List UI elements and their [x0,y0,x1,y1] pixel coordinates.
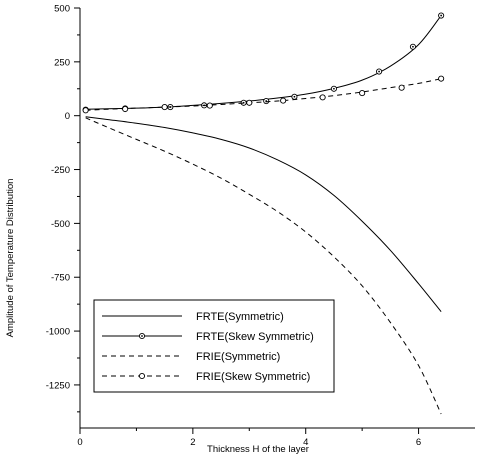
series-point-center [378,70,380,73]
y-tick-label: -500 [51,219,70,230]
series-point [359,90,366,97]
y-tick-label: -1250 [46,380,70,391]
y-tick-label: -750 [51,273,70,284]
x-axis-label: Thickness H of the layer [207,444,309,455]
x-tick-label: 6 [416,437,421,448]
legend-entry: FRTE(Skew Symmetric) [196,331,314,343]
series-point [161,104,168,111]
series-point-center [440,14,443,17]
series-point [122,105,129,113]
y-tick-label: 500 [54,4,70,15]
series-point-center [412,45,414,48]
legend-marker [138,372,146,380]
series-point [246,99,253,106]
series-4 [82,75,445,114]
series-point [82,107,89,114]
series-point [319,94,326,101]
y-axis-label: Amplitude of Temperature Distribution [5,179,16,338]
series-line [85,78,442,111]
legend-entry: FRTE(Symmetric) [196,311,284,323]
series-3 [85,117,442,415]
legend-entry: FRIE(Symmetric) [196,351,280,363]
series-1 [85,116,442,313]
series-point [398,84,405,91]
x-tick-label: 2 [190,437,195,448]
series-point-center [333,87,335,90]
legend: FRTE(Symmetric) FRTE(Skew Symmetric) FRIE(… [93,299,335,393]
legend-marker-center [141,335,143,337]
y-tick-label: -1000 [46,327,70,338]
series-point [438,75,445,82]
y-tick-label: 0 [65,111,70,122]
x-tick-label: 4 [303,437,308,448]
series-line [85,15,442,110]
series-layer [82,12,445,415]
y-tick-label: -250 [51,165,70,176]
series-2 [82,12,445,113]
ticks: 0 2 4 6 500 250 0 -250 -500 -750 -1000 -1250 [46,4,422,449]
series-point [280,97,287,104]
series-line [85,116,442,313]
series-point [206,102,213,109]
legend-entry: FRIE(Skew Symmetric) [196,371,310,383]
x-tick-label: 0 [77,437,82,448]
series-point-center [293,95,296,98]
y-tick-label: 250 [54,57,70,68]
legend-box [93,299,335,393]
series-line [85,117,442,415]
